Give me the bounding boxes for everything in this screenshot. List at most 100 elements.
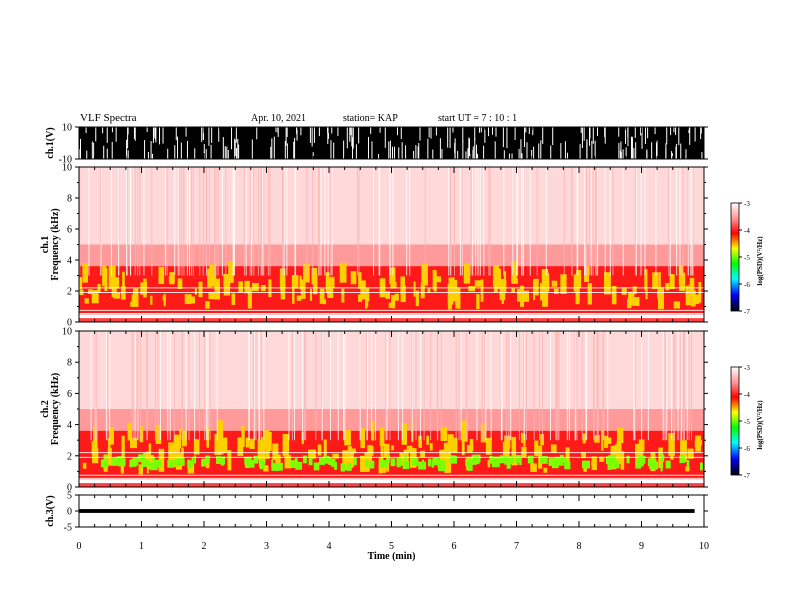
ch1-spectrogram-streak (209, 167, 211, 276)
ch2-spectrogram-streak (375, 331, 377, 441)
ch2-spectrogram-yellow (371, 421, 375, 441)
ch3-waveform-band (79, 509, 695, 513)
ch2-spectrogram-streak (205, 331, 207, 441)
ch1-spectrogram-yellow (501, 299, 504, 304)
ch1-waveform-gap (379, 127, 381, 133)
ch1-spectrogram-streak (479, 167, 481, 276)
ch1-spectrogram-yellow (390, 281, 397, 289)
ch2-spectrogram-streak (581, 331, 583, 441)
ch1-spectrogram-streak (586, 167, 588, 276)
ch2-spectrogram-green (467, 461, 473, 470)
ch1-spectrogram-yellow (450, 279, 458, 302)
y-tick-label: -10 (59, 155, 72, 166)
ch2-spectrogram-streak (602, 331, 604, 441)
ch2-spectrogram-green (152, 457, 156, 466)
ch1-waveform-gap (126, 139, 128, 159)
ch2-spectrogram-green (539, 456, 548, 464)
ch1-spectrogram-streak (324, 167, 326, 276)
ch1-waveform-gap (346, 127, 348, 149)
ch1-spectrogram-streak (612, 167, 614, 276)
ch1-spectrogram-yellow (113, 292, 121, 299)
ch1-waveform-gap (371, 141, 373, 159)
ch2-spectrogram-streak (258, 331, 260, 441)
ch1-spectrogram-streak (571, 167, 573, 276)
ch1-waveform-gap (465, 151, 467, 159)
ch2-spectrogram-streak (366, 331, 368, 441)
ch2-spectrogram-green (295, 461, 303, 470)
ch2-spectrogram-streak (523, 331, 525, 441)
ch1-waveform-gap (162, 127, 164, 144)
ch2-spectrogram-yellow (171, 444, 178, 453)
colorbar (730, 366, 740, 476)
ch2-spectrogram-green (611, 460, 620, 469)
ch1-waveform-gap (256, 127, 258, 140)
ch2-spectrogram-yellow (601, 429, 604, 451)
ch1-spectrogram-streak (221, 167, 223, 276)
ch1-spectrogram-streak (690, 167, 692, 276)
ch2-spectrogram-green (313, 462, 320, 471)
y-axis-label: ch.3(V) (45, 495, 56, 526)
ch1-spectrogram-yellow (84, 298, 89, 304)
ch1-spectrogram-yellow (97, 283, 101, 293)
ch2-spectrogram-streak (458, 331, 460, 441)
ch1-waveform-gap (524, 127, 526, 148)
ch2-spectrogram-green (187, 459, 191, 468)
ch1-waveform-gap (552, 127, 554, 146)
ch1-spectrogram-streak (126, 167, 128, 276)
ch1-spectrogram-streak (592, 167, 594, 276)
ch2-spectrogram-yellow (426, 435, 430, 445)
ch1-waveform-gap (631, 136, 633, 159)
ch1-waveform-gap (439, 138, 441, 159)
ch1-waveform-gap (205, 149, 207, 159)
ch1-waveform-gap (349, 127, 351, 142)
ch2-spectrogram-streak (666, 331, 668, 441)
ch1-spectrogram-streak (597, 167, 599, 276)
ch1-waveform-gap (115, 127, 117, 142)
ch2-spectrogram-green (411, 457, 419, 466)
ch2-spectrogram-green (368, 460, 375, 469)
ch2-spectrogram-streak (684, 331, 686, 441)
ch1-spectrogram-yellow (122, 271, 125, 293)
ch1-waveform-gap (592, 127, 594, 144)
ch2-spectrogram-green (111, 458, 118, 466)
ch1-spectrogram-yellow (492, 265, 500, 287)
ch2-spectrogram-yellow (138, 464, 144, 475)
ch2-spectrogram-streak (501, 331, 503, 441)
ch2-spectrogram-yellow (447, 434, 454, 453)
ch2-spectrogram-yellow (487, 459, 491, 468)
ch1-waveform-gap (210, 144, 212, 159)
ch1-spectrogram-streak (590, 167, 592, 276)
colorbar-label: log(PSD)(V²/Hz) (756, 236, 764, 286)
ch2-spectrogram-streak (558, 331, 560, 441)
ch1-spectrogram-streak (669, 167, 671, 276)
ch2-spectrogram-yellow (687, 448, 694, 459)
ch2-spectrogram-green (432, 457, 439, 466)
ch2-spectrogram-streak (321, 331, 323, 441)
ch2-spectrogram-green (527, 455, 534, 464)
ch1-waveform-gap (271, 138, 273, 159)
ch1-waveform-gap (538, 143, 540, 159)
ch2-spectrogram-yellow (638, 439, 645, 452)
ch1-spectrogram-yellow (541, 269, 549, 287)
ch2-spectrogram-green (167, 459, 175, 468)
y-tick-label: -5 (64, 523, 72, 534)
ch2-spectrogram-yellow (461, 438, 465, 456)
ch1-waveform-gap (680, 143, 682, 159)
ch1-spectrogram-streak (331, 167, 333, 276)
ch1-spectrogram-yellow (413, 281, 416, 297)
ch2-spectrogram-green (647, 458, 655, 467)
ch2-spectrogram-green (686, 460, 690, 468)
ch1-waveform-gap (106, 127, 108, 143)
ch2-spectrogram-streak (437, 331, 439, 441)
ch1-waveform-gap (208, 127, 210, 146)
ch2-spectrogram-streak (154, 331, 156, 441)
ch2-spectrogram-streak (185, 331, 187, 441)
ch2-spectrogram-green (253, 455, 259, 464)
ch2-spectrogram-streak (255, 331, 257, 441)
ch2-spectrogram-streak (248, 331, 250, 441)
ch1-spectrogram-yellow (385, 291, 390, 299)
ch2-spectrogram-yellow (241, 425, 245, 447)
y-tick-label: 0 (67, 318, 72, 329)
ch1-spectrogram-streak (522, 167, 524, 276)
ch2-spectrogram-streak (105, 331, 107, 441)
